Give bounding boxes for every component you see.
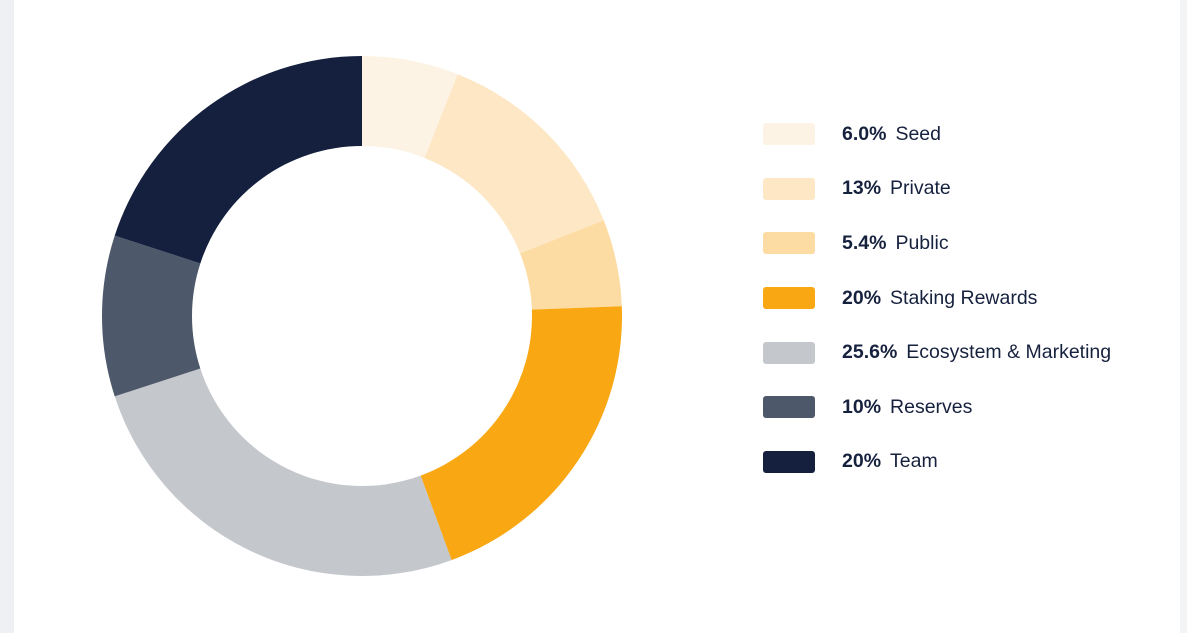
legend-item-ecosystem-marketing[interactable]: 25.6% Ecosystem & Marketing <box>763 325 1111 380</box>
legend-percent: 5.4% <box>842 231 887 254</box>
legend-label: Staking Rewards <box>890 286 1038 309</box>
legend-swatch <box>763 450 815 473</box>
legend-label: Reserves <box>890 395 973 418</box>
slice-team[interactable] <box>114 56 362 264</box>
legend-swatch <box>763 123 815 146</box>
chart-legend: 6.0% Seed 13% Private 5.4% Public 20% Staking R… <box>763 107 1111 489</box>
donut-slices <box>101 56 622 576</box>
legend-label: Team <box>890 450 938 473</box>
legend-swatch <box>763 341 815 364</box>
slice-private[interactable] <box>424 74 604 254</box>
legend-item-reserves[interactable]: 10% Reserves <box>763 380 1111 435</box>
slice-reserves[interactable] <box>101 235 201 397</box>
legend-item-team[interactable]: 20% Team <box>763 435 1111 490</box>
slice-public[interactable] <box>520 220 622 310</box>
slice-ecosystem-marketing[interactable] <box>114 368 452 576</box>
legend-item-seed[interactable]: 6.0% Seed <box>763 107 1111 162</box>
legend-swatch <box>763 177 815 200</box>
legend-label: Seed <box>895 122 941 145</box>
legend-item-staking-rewards[interactable]: 20% Staking Rewards <box>763 271 1111 326</box>
slice-seed[interactable] <box>362 56 458 158</box>
legend-percent: 13% <box>842 177 882 200</box>
legend-swatch <box>763 287 815 310</box>
legend-percent: 20% <box>842 286 882 309</box>
legend-percent: 10% <box>842 395 882 418</box>
legend-swatch <box>763 396 815 419</box>
legend-percent: 6.0% <box>842 122 887 145</box>
legend-item-public[interactable]: 5.4% Public <box>763 216 1111 271</box>
legend-label: Private <box>890 177 951 200</box>
slice-staking-rewards[interactable] <box>420 306 622 561</box>
legend-label: Public <box>895 231 949 254</box>
legend-swatch <box>763 232 815 255</box>
legend-percent: 20% <box>842 450 882 473</box>
legend-item-private[interactable]: 13% Private <box>763 162 1111 217</box>
page-edge <box>1180 0 1187 633</box>
legend-label: Ecosystem & Marketing <box>906 341 1112 364</box>
legend-percent: 25.6% <box>842 341 898 364</box>
